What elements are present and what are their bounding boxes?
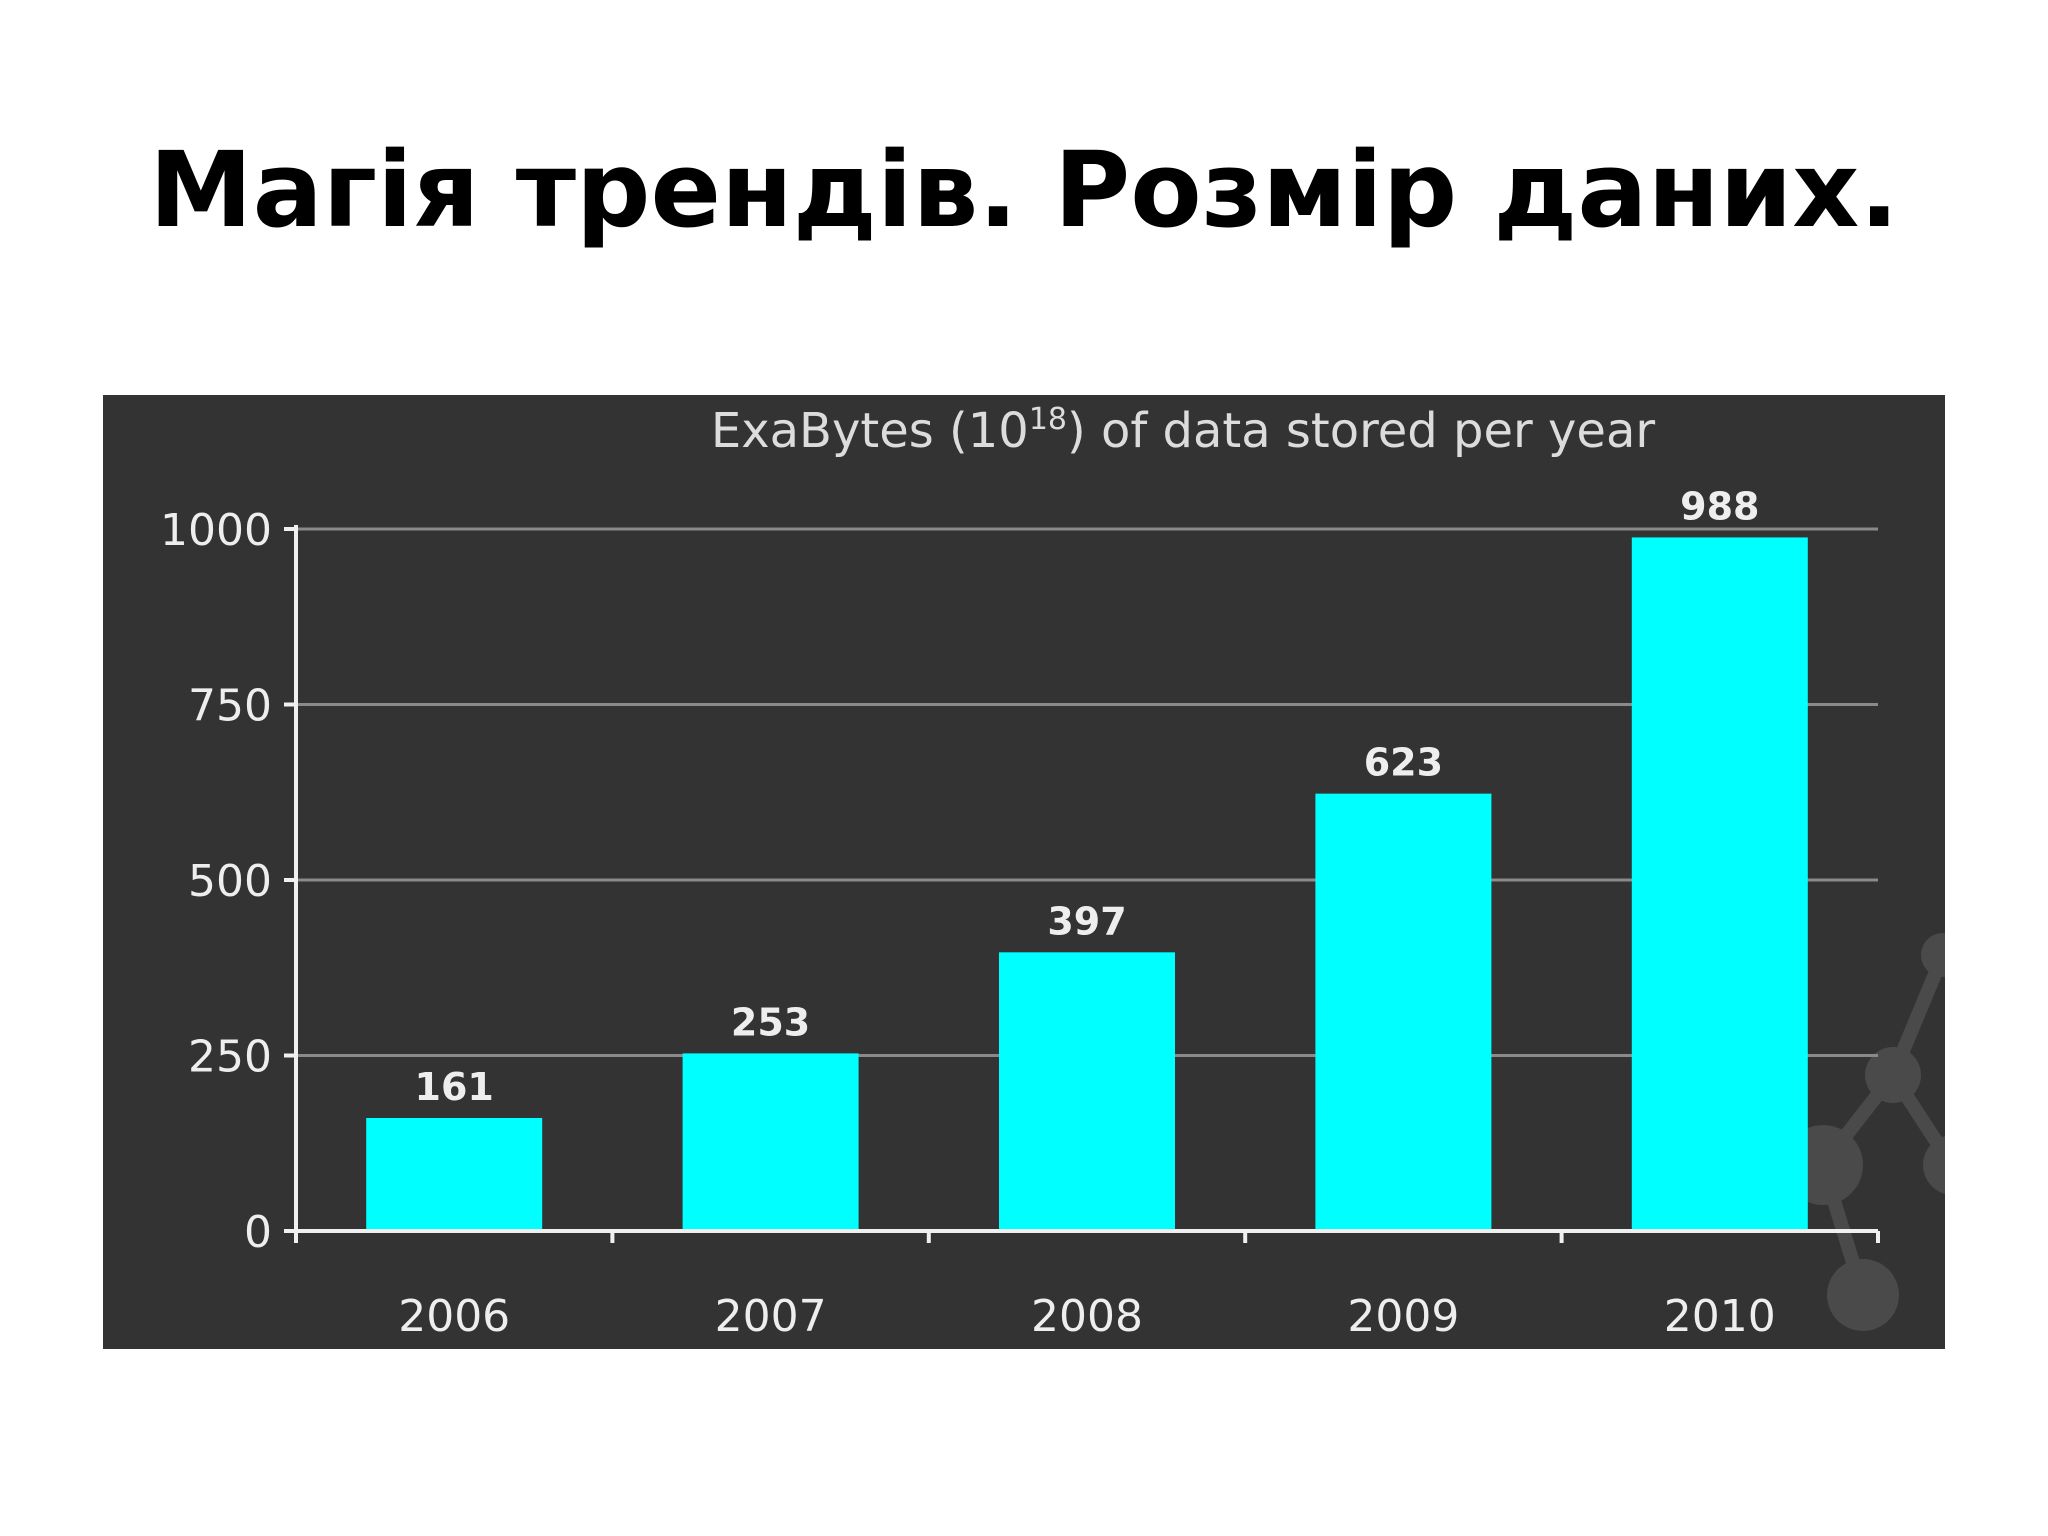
y-tick-label-0: 0 [244, 1207, 272, 1258]
chart-title: ExaBytes (1018) of data stored per year [711, 402, 1655, 459]
bar-2009 [1315, 793, 1492, 1231]
slide-title: Магія трендів. Розмір даних. [149, 129, 1899, 251]
y-tick-labels: 0 250 500 750 1000 [160, 505, 272, 1258]
y-tick-label-1000: 1000 [160, 505, 272, 556]
bar-2006 [366, 1117, 543, 1231]
chart-panel: ExaBytes (1018) of data stored per year … [103, 395, 1945, 1349]
data-label-2010: 988 [1680, 484, 1759, 528]
bar-2010 [1631, 537, 1808, 1231]
x-tick-label-2007: 2007 [715, 1291, 827, 1342]
axes [284, 525, 1880, 1243]
data-label-2008: 397 [1047, 899, 1126, 943]
y-tick-label-500: 500 [188, 856, 272, 907]
y-tick-label-750: 750 [188, 681, 272, 732]
x-tick-labels: 2006 2007 2008 2009 2010 [398, 1291, 1776, 1342]
x-tick-label-2006: 2006 [398, 1291, 510, 1342]
data-labels: 161 253 397 623 988 [415, 484, 1760, 1109]
x-tick-label-2008: 2008 [1031, 1291, 1143, 1342]
x-tick-label-2009: 2009 [1347, 1291, 1459, 1342]
bar-chart: ExaBytes (1018) of data stored per year … [160, 402, 1945, 1342]
bar-2008 [999, 952, 1175, 1231]
bar-2007 [682, 1053, 859, 1231]
data-label-2007: 253 [731, 1000, 810, 1044]
bars [366, 537, 1808, 1231]
y-tick-label-250: 250 [188, 1032, 272, 1083]
data-label-2006: 161 [415, 1065, 494, 1109]
data-label-2009: 623 [1364, 741, 1443, 785]
x-tick-label-2010: 2010 [1664, 1291, 1776, 1342]
